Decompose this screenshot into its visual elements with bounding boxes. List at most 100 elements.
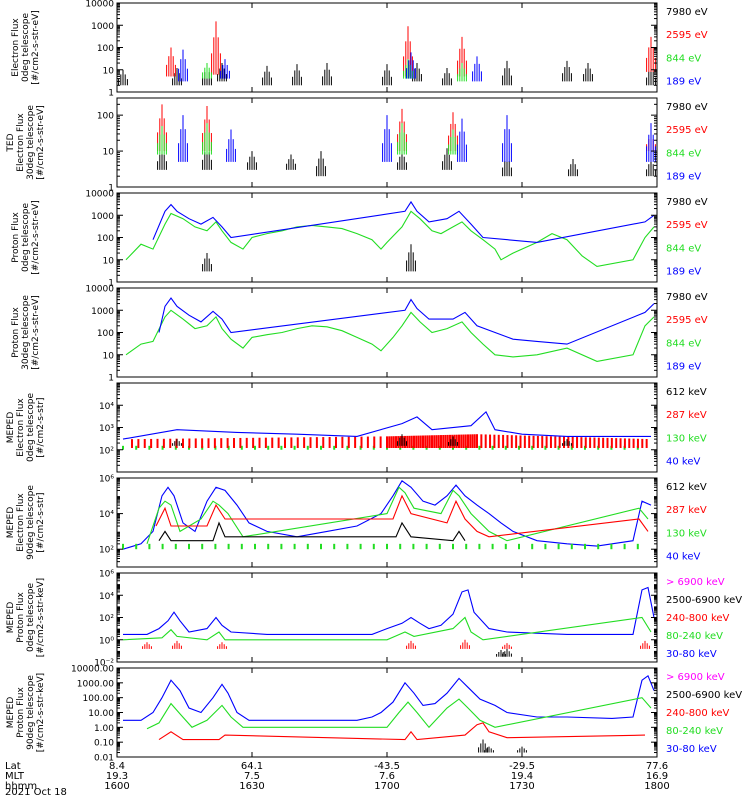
legend-entry: 30-80 keV: [666, 744, 717, 755]
legend-entry: 7980 eV: [666, 7, 708, 18]
legend-entry: 2500-6900 keV: [666, 690, 742, 701]
y-axis-label: Electron Flux: [16, 398, 26, 457]
legend-entry: 844 eV: [666, 338, 701, 349]
y-axis-label: 90deg telescope: [26, 485, 36, 560]
x-row-value: 8.4: [109, 761, 125, 772]
y-tick-label: 10.00: [88, 709, 114, 719]
y-tick-label: 10: [103, 256, 115, 266]
legend-entry: > 6900 keV: [666, 672, 725, 683]
legend-entry: 2500-6900 keV: [666, 595, 742, 606]
panel-4-data: [122, 411, 651, 450]
y-tick-label: 100: [97, 44, 114, 54]
y-tick-label: 10³: [99, 424, 114, 434]
series-blue-line: [123, 586, 655, 635]
x-row-label-mlt: MLT: [5, 771, 25, 782]
legend-entry: 130 keV: [666, 528, 707, 539]
y-axis-label: 0deg telescope: [21, 203, 31, 273]
x-row-value: 1700: [374, 781, 399, 792]
y-tick-label: 100: [97, 112, 114, 122]
legend-entry: 844 eV: [666, 243, 701, 254]
y-tick-label: 10⁻²: [94, 659, 114, 669]
y-axis-label: [#/cm2-s-str]: [36, 397, 46, 457]
y-tick-label: 10⁶: [99, 475, 114, 485]
legend-entry: 240-800 keV: [666, 708, 730, 719]
legend-entry: > 6900 keV: [666, 577, 725, 588]
y-axis-label: 90deg telescope: [26, 675, 36, 750]
legend-entry: 40 keV: [666, 457, 700, 468]
panel-4: 10² 10³ 10⁴ MEPED Electron Flux 0deg telescop…: [6, 382, 707, 473]
panel-frame: [116, 192, 658, 283]
y-tick-label: 10⁶: [99, 570, 114, 580]
x-row-value: 1600: [104, 781, 129, 792]
panel-6-data: [122, 586, 655, 657]
y-axis-label: [#/cm2-s-str-eV]: [36, 105, 46, 180]
legend-entry: 287 keV: [666, 410, 707, 421]
series-blue-line: [122, 411, 651, 440]
panel-1-data: [157, 104, 656, 177]
legend-entry: 7980 eV: [666, 197, 708, 208]
legend-entry: 189 eV: [666, 172, 701, 183]
y-tick-label: 10²: [99, 614, 114, 624]
series-red-line: [155, 494, 649, 538]
y-axis-label: Proton Flux: [11, 212, 21, 263]
legend-entry: 7980 eV: [666, 292, 708, 303]
y-tick-label: 1: [108, 89, 114, 99]
y-axis-label: 0deg telescope: [21, 13, 31, 83]
x-row-value: -43.5: [374, 761, 400, 772]
y-tick-label: 1.00: [94, 724, 114, 734]
legend-entry: 287 keV: [666, 505, 707, 516]
legend-entry: 2595 eV: [666, 220, 708, 231]
x-row-value: 77.6: [646, 761, 668, 772]
y-axis-label: [#/cm2-s-str-eV]: [31, 10, 41, 85]
panel-3: 1 10 100 1000 10000 Proton Flux 30deg telescop…: [11, 285, 708, 384]
y-tick-label: 1: [108, 184, 114, 194]
panel-5: 10² 10⁴ 10⁶ MEPED Electron Flux 90deg telesco…: [6, 475, 707, 568]
y-axis-label: Electron Flux: [16, 493, 26, 552]
x-row-value: 19.3: [106, 771, 128, 782]
legend-entry: 2595 eV: [666, 315, 708, 326]
y-axis-label: MEPED: [6, 507, 16, 539]
y-tick-label: 100: [97, 234, 114, 244]
y-tick-label: 10⁰: [99, 636, 114, 646]
y-tick-label: 10000: [85, 285, 114, 295]
y-axis-label: [#/cm2-s-str-eV]: [31, 295, 41, 370]
y-tick-label: 100.00: [83, 694, 115, 704]
y-axis-label: [#/cm2-s-str]: [36, 492, 46, 552]
y-axis-label: Proton Flux: [11, 307, 21, 358]
y-axis-label: [#/cm2-s-str-eV]: [31, 200, 41, 275]
legend-entry: 240-800 keV: [666, 613, 730, 624]
legend-entry: 189 eV: [666, 267, 701, 278]
y-tick-label: 10⁴: [99, 510, 114, 520]
y-tick-label: 0.01: [94, 754, 114, 764]
legend-entry: 30-80 keV: [666, 649, 717, 660]
panel-7-data: [123, 674, 655, 753]
panel-1: 1 10 100 TED Electron Flux 30deg telescope [#/…: [6, 97, 708, 194]
series-green-line: [125, 309, 655, 362]
x-row-value: 64.1: [241, 761, 263, 772]
panel-2: 1 10 100 1000 10000 Proton Flux 0deg telescope…: [11, 190, 708, 289]
legend-entry: 189 eV: [666, 362, 701, 373]
y-tick-label: 10²: [99, 446, 114, 456]
legend-entry: 2595 eV: [666, 30, 708, 41]
x-row-value: 1730: [509, 781, 534, 792]
panel-frame: [116, 287, 658, 378]
legend-entry: 40 keV: [666, 552, 700, 563]
series-blue-line: [152, 200, 655, 243]
y-axis-label: Electron Flux: [16, 113, 26, 172]
panel-5-data: [122, 480, 652, 550]
legend-entry: 80-240 keV: [666, 631, 723, 642]
series-blue-line: [123, 674, 655, 721]
y-axis-label: 30deg telescope: [26, 105, 36, 180]
y-tick-label: 10000: [85, 0, 114, 10]
panel-6: 10⁻² 10⁰ 10² 10⁴ 10⁶ MEPED Proton Flux 0deg tel…: [6, 570, 742, 669]
panel-2-data: [125, 200, 655, 272]
series-green-line: [125, 210, 655, 267]
y-axis-label: MEPED: [6, 412, 16, 444]
x-row-value: 7.5: [244, 771, 260, 782]
y-axis-label: [#/cm2-s-str-keV]: [36, 578, 46, 657]
x-row-label-lat: Lat: [5, 761, 21, 772]
y-axis-label: MEPED: [6, 602, 16, 634]
legend-entry: 7980 eV: [666, 102, 708, 113]
